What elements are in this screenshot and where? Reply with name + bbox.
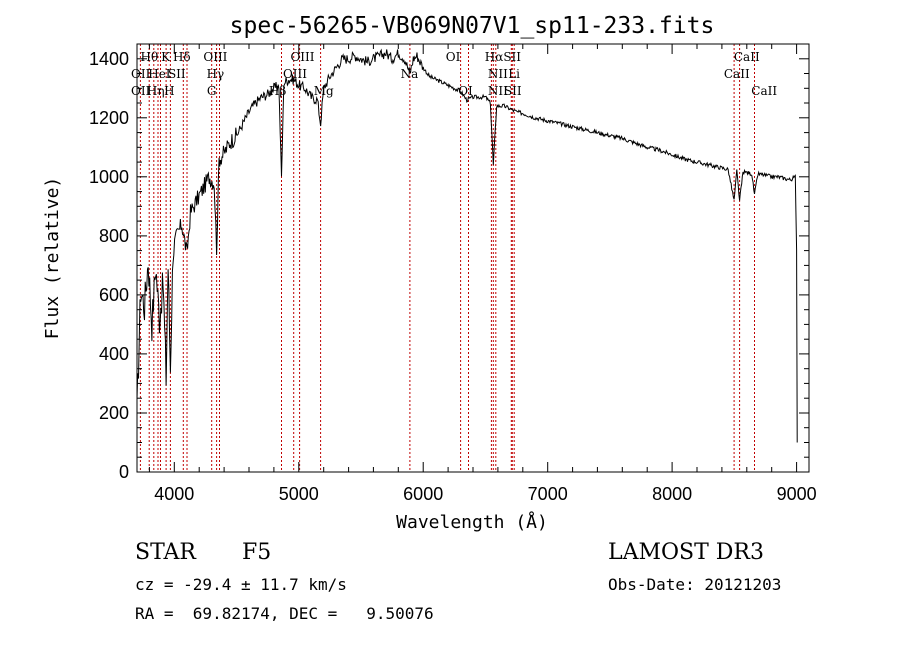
line-label-7: CaII	[734, 50, 760, 64]
line-label-23: OI	[458, 84, 473, 98]
line-label-1: K	[161, 50, 171, 64]
chart-title: spec-56265-VB069N07V1_sp11-233.fits	[230, 13, 715, 39]
y-tick-label-0: 0	[119, 462, 129, 482]
object-subclass: F5	[242, 540, 272, 565]
y-tick-label-5: 1000	[89, 167, 129, 187]
line-label-22: Mg	[314, 84, 334, 98]
redshift-readout: cz = -29.4 ± 11.7 km/s	[135, 575, 347, 594]
line-label-9: HeI	[148, 67, 171, 81]
y-tick-label-2: 400	[99, 344, 129, 364]
y-tick-label-4: 800	[99, 226, 129, 246]
coordinates-readout: RA = 69.82174, DEC = 9.50076	[135, 604, 434, 623]
line-label-10: SII	[168, 67, 186, 81]
line-label-16: CaII	[724, 67, 750, 81]
line-label-24: NII	[488, 84, 508, 98]
line-label-18: Hη	[147, 84, 165, 98]
line-markers	[139, 44, 755, 472]
axes: 4000 5000 6000 7000 8000 9000 0 200 400 600 800 100…	[89, 44, 817, 504]
line-label-19: H	[164, 84, 174, 98]
line-label-26: CaII	[751, 84, 777, 98]
line-label-25: SII	[504, 84, 522, 98]
line-label-17: OII	[131, 84, 151, 98]
x-axis-label: Wavelength (Å)	[396, 511, 548, 533]
x-tick-label-0: 4000	[154, 484, 194, 504]
line-label-4: OIII	[290, 50, 314, 64]
line-label-20: G	[207, 84, 217, 98]
line-label-13: Na	[401, 67, 419, 81]
x-tick-label-1: 5000	[279, 484, 319, 504]
object-class: STAR	[135, 540, 196, 565]
line-label-0: Hθ	[141, 50, 159, 64]
series-spectrum	[136, 48, 798, 443]
x-tick-label-4: 8000	[652, 484, 692, 504]
line-label-5: OI	[446, 50, 461, 64]
survey-name: LAMOST DR3	[608, 540, 764, 565]
line-label-12: OIII	[283, 67, 307, 81]
line-label-3: OIII	[203, 50, 227, 64]
plot-frame	[136, 43, 810, 473]
line-label-6: HαSII	[485, 50, 522, 64]
x-tick-label-3: 7000	[528, 484, 568, 504]
x-tick-label-5: 9000	[777, 484, 817, 504]
y-tick-label-3: 600	[99, 285, 129, 305]
line-label-15: Li	[508, 67, 520, 81]
y-tick-label-7: 1400	[89, 49, 129, 69]
y-tick-label-6: 1200	[89, 108, 129, 128]
x-tick-label-2: 6000	[403, 484, 443, 504]
y-tick-label-1: 200	[99, 403, 129, 423]
series-layer	[136, 48, 798, 443]
line-label-11: Hγ	[207, 67, 225, 81]
line-label-14: NII	[488, 67, 508, 81]
y-axis-label: Flux (relative)	[42, 177, 63, 340]
spectrum-chart: spec-56265-VB069N07V1_sp11-233.fits Hθ K H…	[42, 13, 817, 533]
line-label-2: Hδ	[173, 50, 191, 64]
obs-date: Obs-Date: 20121203	[608, 575, 782, 594]
